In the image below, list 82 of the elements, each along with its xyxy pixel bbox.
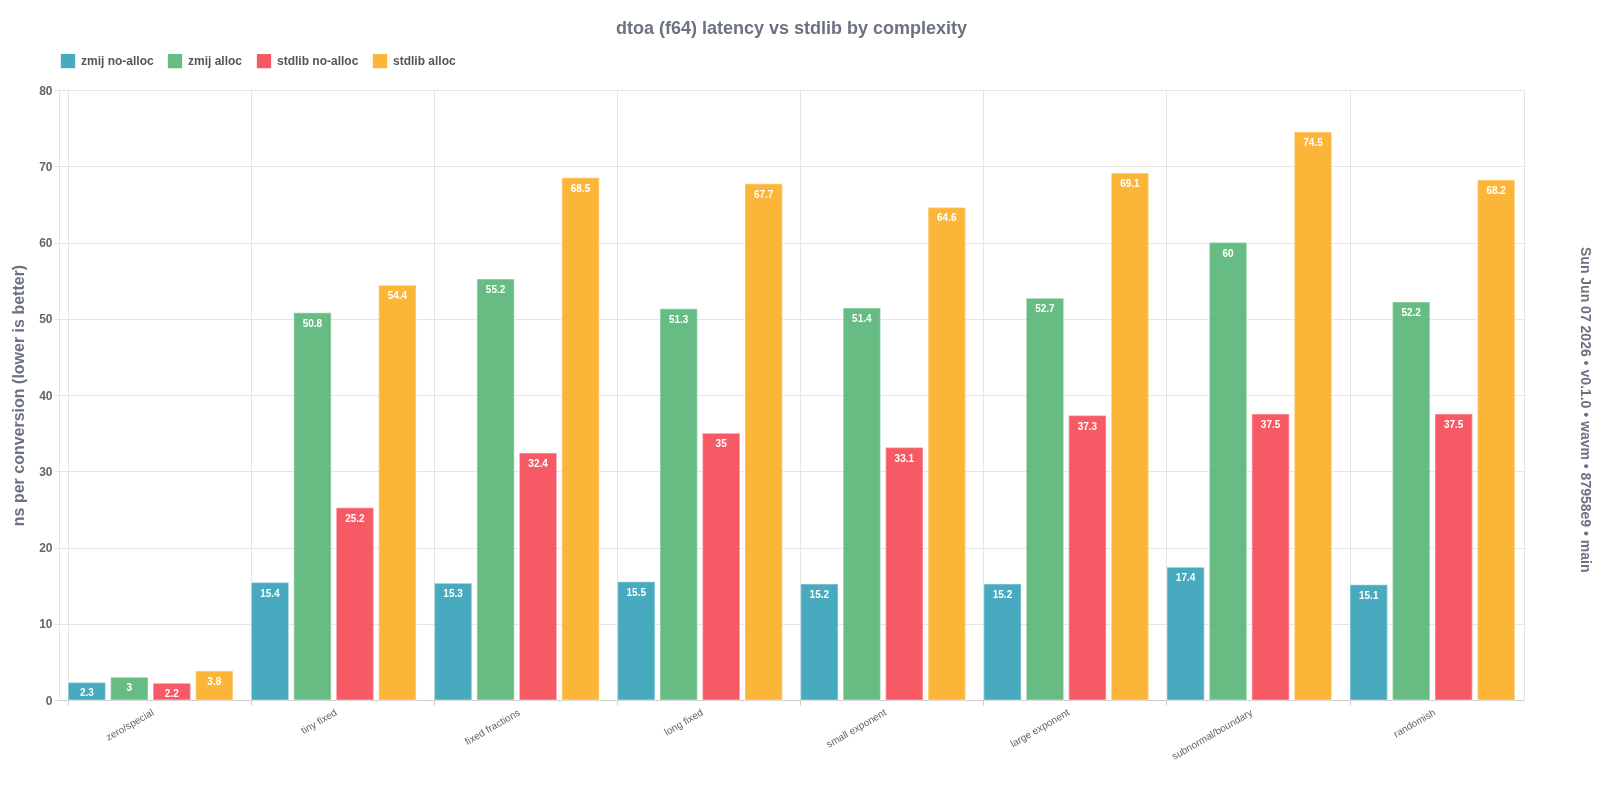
bar [1208, 241, 1248, 701]
y-tick-label: 0 [45, 693, 53, 708]
data-label: 68.5 [570, 182, 591, 194]
bar [701, 432, 741, 701]
data-label: 37.3 [1077, 420, 1098, 432]
legend-label: zmij no-alloc [81, 54, 154, 69]
y-tick-label: 70 [39, 159, 53, 174]
bar [1067, 414, 1107, 701]
bar [1025, 297, 1065, 701]
bar [293, 311, 332, 701]
y-tick-label: 40 [39, 388, 53, 403]
bar [1476, 179, 1516, 701]
data-label: 60 [1222, 247, 1235, 259]
bar [1110, 172, 1150, 701]
y-tick-label: 20 [39, 541, 53, 555]
bar [335, 507, 375, 701]
data-label: 54.4 [387, 290, 408, 302]
bar [250, 581, 290, 701]
text: Sun Jun 07 2026 • v0.1.0 • wavm • 87958e9 • main [1578, 246, 1594, 575]
data-label: 25.2 [345, 512, 366, 524]
y-tick-label: 10 [39, 617, 53, 632]
data-label: 37.5 [1260, 419, 1281, 431]
data-label: 15.4 [260, 587, 281, 599]
bar [67, 681, 107, 701]
data-label: 3 [126, 682, 133, 694]
data-label: 68.2 [1486, 184, 1507, 196]
bar [983, 583, 1022, 701]
data-label: 2.2 [164, 688, 180, 700]
chart-title: dtoa (f64) latency vs stdlib by complexity [615, 18, 968, 38]
y-tick-label: 80 [39, 83, 53, 98]
y-tick-label: 50 [39, 312, 53, 327]
bar [616, 581, 656, 701]
bar [152, 682, 192, 701]
data-label: 51.4 [852, 313, 872, 325]
bar [433, 582, 473, 701]
data-label: 69.1 [1120, 178, 1141, 190]
bar [1434, 413, 1474, 701]
bar [1166, 566, 1206, 701]
bar [927, 206, 967, 701]
data-label: 50.8 [302, 317, 323, 329]
bar [1391, 301, 1431, 701]
data-label: 55.2 [485, 284, 506, 296]
bar [476, 278, 516, 701]
data-label: 35 [715, 438, 728, 450]
data-label: 37.5 [1443, 419, 1464, 431]
bar [518, 452, 558, 701]
bar [659, 308, 699, 701]
data-label: 15.3 [443, 588, 464, 600]
y-tick-label: 30 [39, 464, 53, 479]
bar [1293, 131, 1333, 701]
bar [377, 284, 417, 701]
bar [744, 183, 784, 701]
legend-label: stdlib alloc [393, 54, 456, 69]
data-label: 51.3 [668, 313, 689, 325]
data-label: 52.2 [1401, 306, 1422, 318]
y-tick-label: 60 [39, 236, 53, 250]
data-label: 32.4 [528, 457, 549, 469]
data-label: 33.1 [894, 452, 915, 464]
bar [1251, 413, 1290, 701]
data-label: 74.5 [1303, 136, 1324, 148]
data-label: 52.7 [1035, 303, 1056, 315]
data-label: 15.2 [809, 589, 830, 601]
bar [109, 676, 149, 701]
bar [561, 176, 600, 701]
data-label: 15.2 [992, 589, 1013, 601]
y-axis-title: ns per conversion (lower is better) [10, 264, 28, 527]
bar [1349, 584, 1389, 701]
data-label: 15.1 [1358, 589, 1379, 601]
legend-label: zmij alloc [188, 54, 243, 69]
bar [194, 670, 234, 701]
data-label: 3.8 [207, 676, 222, 688]
data-label: 67.7 [753, 188, 774, 200]
data-label: 17.4 [1175, 572, 1196, 584]
bar [842, 307, 882, 701]
bar [799, 583, 839, 701]
data-label: 64.6 [937, 212, 957, 224]
x-tick-label: long fixed [662, 706, 705, 738]
bar [884, 446, 924, 701]
data-label: 2.3 [79, 687, 95, 699]
legend-label: stdlib no-alloc [277, 54, 359, 69]
data-label: 15.5 [626, 586, 647, 598]
x-tick-label: tiny fixed [299, 706, 339, 736]
